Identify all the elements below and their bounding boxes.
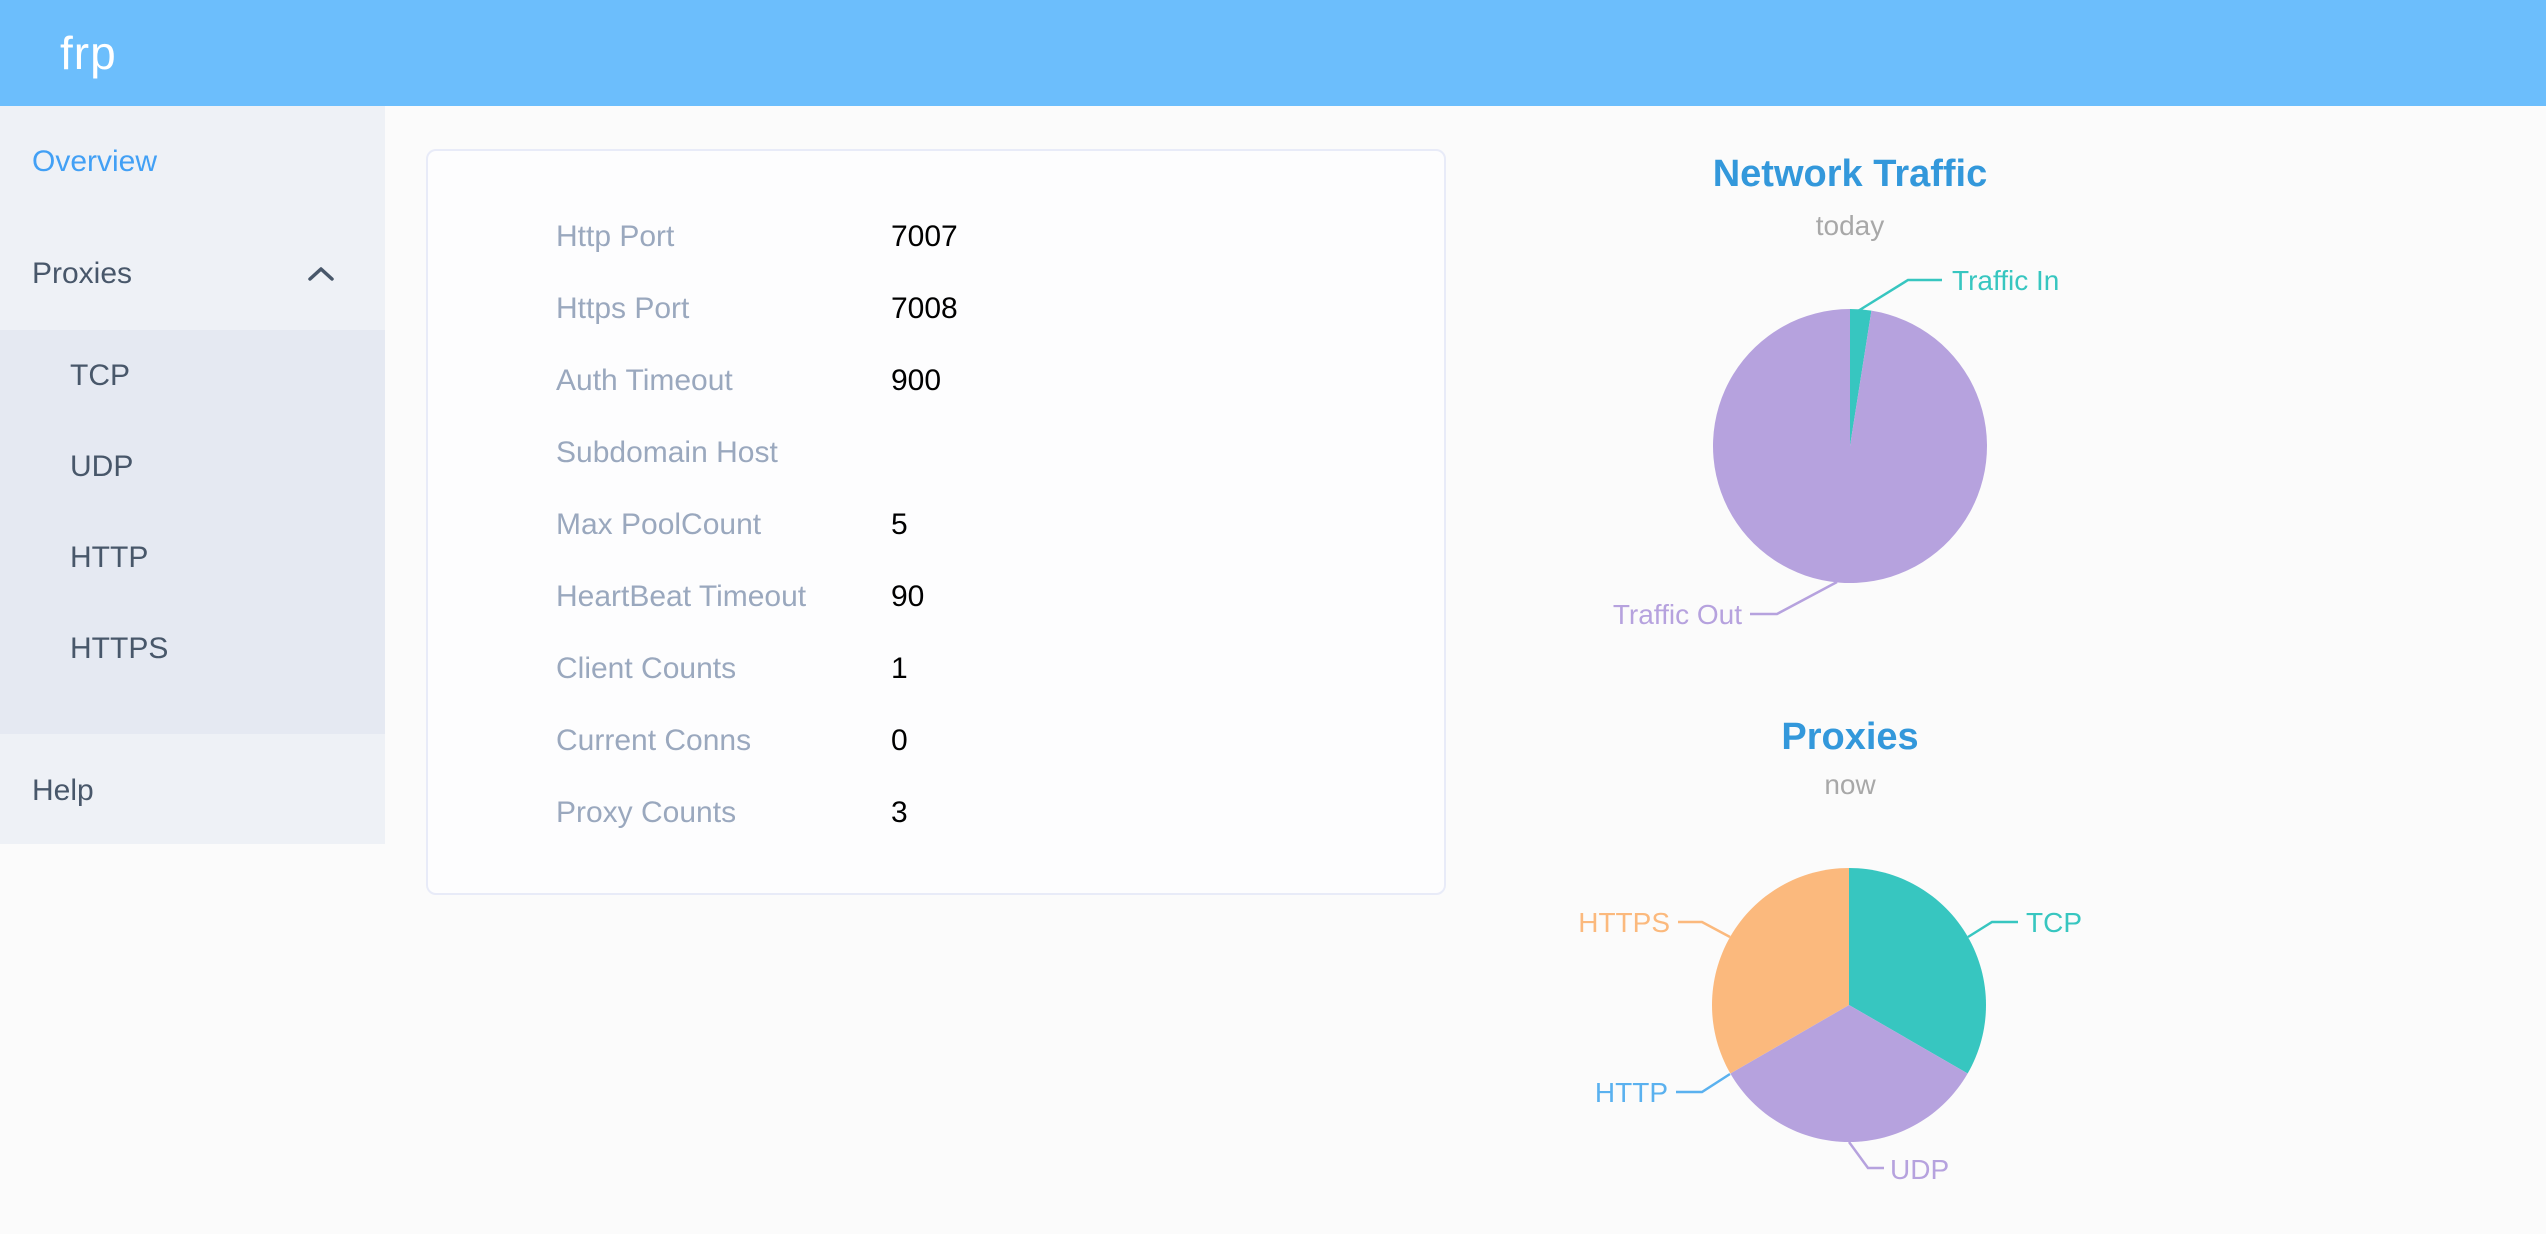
info-value: 7008	[891, 292, 958, 325]
app-header: frp	[0, 0, 2546, 106]
info-row-proxy-counts: Proxy Counts 3	[428, 777, 1444, 849]
network-traffic-chart-title: Network Traffic	[1712, 153, 1988, 195]
info-label: Current Conns	[556, 724, 752, 757]
sidebar-item-label: Overview	[32, 145, 158, 178]
sidebar-item-proxies[interactable]: Proxies	[0, 218, 385, 330]
sidebar-item-label: Proxies	[32, 257, 133, 290]
network-traffic-pie[interactable]	[1713, 309, 1987, 583]
label-line-https	[1678, 920, 1731, 939]
label-line-traffic-in	[1857, 278, 1942, 313]
frp-logo: frp	[60, 27, 117, 79]
label-line-http	[1676, 1072, 1731, 1094]
proxies-chart-title: Proxies	[1781, 716, 1919, 758]
info-row-max-poolcount: Max PoolCount 5	[428, 489, 1444, 561]
network-traffic-chart-subtitle: today	[1815, 210, 1885, 241]
sidebar-item-udp[interactable]: UDP	[70, 450, 134, 483]
info-label: Http Port	[556, 220, 675, 253]
pie-slice-tcp[interactable]	[1849, 868, 1986, 1074]
sidebar-item-http[interactable]: HTTP	[70, 541, 149, 574]
sidebar-submenu-proxies: TCP UDP HTTP HTTPS	[0, 330, 385, 734]
info-label: Max PoolCount	[556, 508, 762, 541]
info-row-client-counts: Client Counts 1	[428, 633, 1444, 705]
proxies-chart-subtitle: now	[1824, 769, 1876, 800]
info-value: 900	[891, 364, 942, 397]
info-label: Https Port	[556, 292, 690, 325]
info-value: 0	[891, 724, 908, 757]
info-value: 3	[891, 796, 908, 829]
info-row-heartbeat-timeout: HeartBeat Timeout 90	[428, 561, 1444, 633]
info-label: HeartBeat Timeout	[556, 580, 807, 613]
info-value: 7007	[891, 220, 958, 253]
pie-label-traffic-in: Traffic In	[1952, 265, 2059, 296]
pie-label-tcp: TCP	[2026, 907, 2082, 938]
info-value: 5	[891, 508, 908, 541]
info-row-subdomain-host: Subdomain Host	[428, 417, 1444, 489]
info-label: Client Counts	[556, 652, 737, 685]
label-line-udp	[1847, 1141, 1884, 1170]
sidebar-item-label: Help	[32, 774, 94, 807]
info-label: Subdomain Host	[556, 436, 778, 469]
pie-label-http: HTTP	[1595, 1077, 1668, 1108]
info-row-current-conns: Current Conns 0	[428, 705, 1444, 777]
pie-label-udp: UDP	[1890, 1154, 1949, 1185]
pie-slice-udp[interactable]	[1730, 1005, 1968, 1142]
proxies-pie[interactable]	[1712, 868, 1986, 1142]
server-info-card: Http Port 7007 Https Port 7008 Auth Time…	[426, 149, 1446, 895]
sidebar-item-tcp[interactable]: TCP	[70, 359, 130, 392]
label-line-traffic-out	[1750, 580, 1838, 616]
info-value: 1	[891, 652, 908, 685]
sidebar: Overview Proxies TCP UDP HTTP HTTPS Help	[0, 106, 385, 844]
sidebar-item-overview[interactable]: Overview	[0, 106, 385, 218]
info-value: 90	[891, 580, 925, 613]
sidebar-item-help[interactable]: Help	[0, 734, 385, 847]
pie-label-https: HTTPS	[1578, 907, 1670, 938]
info-row-https-port: Https Port 7008	[428, 273, 1444, 345]
info-row-http-port: Http Port 7007	[428, 201, 1444, 273]
chevron-up-icon	[308, 267, 334, 281]
label-line-tcp	[1967, 920, 2018, 939]
pie-label-traffic-out: Traffic Out	[1613, 599, 1742, 630]
pie-slice-https[interactable]	[1712, 868, 1849, 1074]
pie-slice-traffic-out[interactable]	[1713, 309, 1987, 583]
info-label: Auth Timeout	[556, 364, 733, 397]
info-label: Proxy Counts	[556, 796, 737, 829]
sidebar-item-https[interactable]: HTTPS	[70, 632, 169, 665]
info-row-auth-timeout: Auth Timeout 900	[428, 345, 1444, 417]
pie-slice-traffic-in[interactable]	[1850, 309, 1872, 446]
